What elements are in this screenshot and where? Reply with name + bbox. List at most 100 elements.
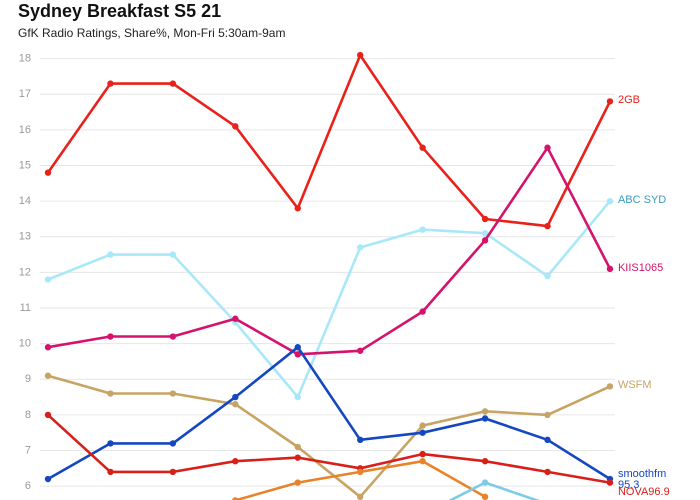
point — [232, 123, 239, 130]
legend-entry: KIIS1065 — [617, 262, 664, 274]
y-tick-label: 6 — [25, 480, 31, 492]
series-line — [47, 200, 611, 399]
y-tick-label: 15 — [19, 159, 31, 171]
point — [232, 497, 239, 500]
point — [107, 333, 114, 340]
point — [481, 215, 489, 223]
point — [169, 251, 177, 258]
series-label: KIIS1065 — [617, 262, 664, 274]
series-line — [46, 53, 612, 228]
series-line — [47, 413, 611, 484]
point — [606, 98, 614, 105]
point — [107, 468, 114, 476]
point — [294, 393, 301, 401]
point — [606, 265, 614, 273]
legend-entry: WSFM — [617, 380, 652, 392]
point — [232, 401, 239, 408]
point — [419, 422, 426, 429]
point — [481, 408, 489, 415]
point — [44, 344, 52, 351]
point — [419, 226, 426, 233]
y-tick-label: 13 — [19, 231, 31, 243]
point — [544, 436, 551, 444]
point — [294, 443, 301, 451]
y-tick-label: 14 — [19, 195, 31, 207]
y-tick-label: 17 — [19, 88, 31, 100]
y-tick-label: 11 — [20, 302, 31, 314]
point — [44, 372, 52, 379]
point — [294, 351, 301, 358]
point — [481, 230, 489, 237]
point — [294, 454, 301, 461]
point — [419, 144, 426, 151]
series-label: WSFM — [617, 380, 652, 392]
point — [481, 458, 489, 465]
series-label: ABC SYD — [617, 195, 667, 207]
y-tick-label: 10 — [19, 338, 31, 350]
point — [544, 144, 551, 151]
point — [107, 80, 114, 87]
plot — [44, 51, 614, 500]
series-line — [47, 374, 611, 499]
point — [357, 468, 364, 476]
point — [606, 197, 614, 205]
legend-entry: ABC SYD — [617, 195, 667, 207]
legend-entry: 2GB — [617, 95, 640, 107]
point — [107, 251, 114, 258]
chart-subtitle: GfK Radio Ratings, Share%, Mon-Fri 5:30a… — [18, 26, 285, 40]
point — [544, 272, 551, 280]
grid: 6 7 8 9 10 11 12 13 14 15 16 17 18 — [19, 53, 615, 492]
point — [169, 440, 177, 447]
point — [44, 276, 52, 283]
point — [419, 458, 426, 465]
point — [169, 333, 177, 340]
point — [419, 450, 426, 458]
series-line — [47, 146, 612, 356]
point — [294, 344, 301, 351]
legend-entry: NOVA96.9 — [617, 486, 670, 498]
point — [44, 475, 52, 483]
chart-title: Sydney Breakfast S5 21 — [18, 1, 221, 21]
point — [294, 205, 301, 212]
point — [107, 440, 114, 447]
point — [419, 429, 426, 436]
point — [419, 308, 426, 315]
point — [606, 479, 614, 486]
y-tick-label: 12 — [19, 266, 31, 278]
point — [357, 493, 364, 500]
point — [481, 237, 489, 244]
legend-entry: smoothfm 95.3 — [617, 469, 667, 492]
point — [44, 169, 52, 176]
point — [481, 493, 489, 500]
point — [169, 80, 177, 87]
point — [544, 222, 551, 230]
point — [169, 468, 177, 476]
point — [232, 393, 239, 401]
point — [357, 436, 364, 444]
y-tick-label: 7 — [25, 444, 31, 456]
y-tick-label: 16 — [19, 124, 31, 136]
point — [107, 390, 114, 397]
point — [232, 458, 239, 465]
point — [44, 411, 52, 419]
point — [357, 51, 364, 59]
series-label: 2GB — [617, 95, 640, 107]
point — [481, 479, 489, 486]
labels: 2GB ABC SYD KIIS1065 WSFM smoothfm 95.3NOVA9… — [617, 95, 670, 498]
point — [606, 383, 614, 390]
y-tick-label: 9 — [25, 373, 31, 385]
point — [169, 390, 177, 397]
series-label: NOVA96.9 — [617, 486, 670, 498]
y-tick-label: 8 — [25, 409, 31, 421]
point — [481, 415, 489, 422]
y-tick-label: 18 — [19, 53, 31, 65]
series-label: smoothfm 95.3 — [617, 469, 667, 492]
point — [357, 244, 364, 251]
point — [294, 479, 301, 486]
point — [232, 315, 239, 322]
point — [544, 411, 551, 419]
point — [544, 468, 551, 476]
point — [357, 347, 364, 354]
series-line — [47, 345, 611, 481]
